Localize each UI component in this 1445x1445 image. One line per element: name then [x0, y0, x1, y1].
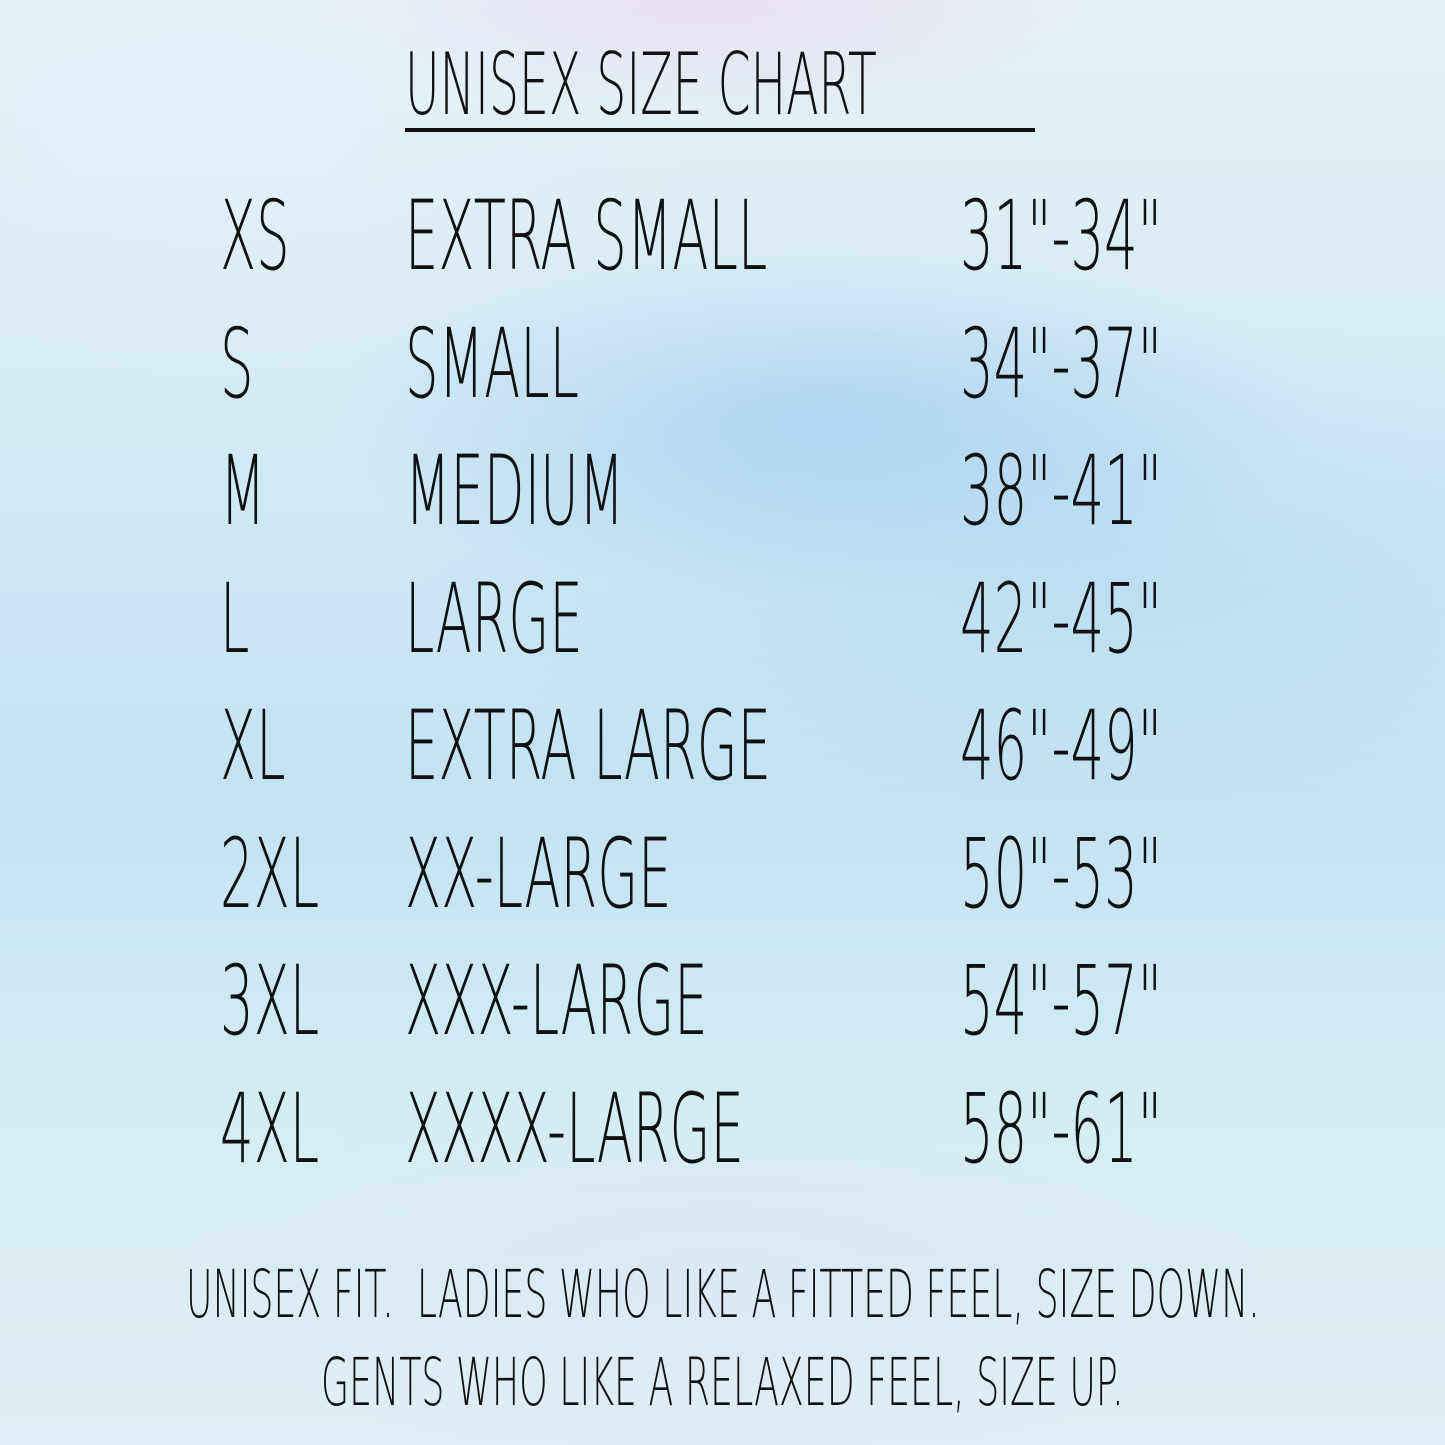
chest-range: 42"-45": [960, 562, 1162, 675]
chest-range: 58"-61": [960, 1072, 1162, 1185]
chest-range: 38"-41": [960, 435, 1162, 547]
size-name: XXX-LARGE: [405, 945, 708, 1057]
size-name: MEDIUM: [405, 435, 625, 547]
title-underline: [405, 128, 1035, 132]
chest-range: 54"-57": [960, 945, 1162, 1057]
chest-range: 31"-34": [960, 180, 1162, 292]
size-name: LARGE: [405, 562, 583, 675]
size-code: S: [220, 307, 254, 420]
size-name: EXTRA LARGE: [405, 690, 772, 802]
size-code: M: [220, 435, 266, 547]
size-name: SMALL: [405, 307, 580, 420]
chest-range: 46"-49": [960, 690, 1162, 802]
size-code: XL: [220, 690, 286, 802]
title: UNISEX SIZE CHART: [405, 35, 877, 135]
size-name: XXXX-LARGE: [405, 1072, 744, 1185]
size-code: 3XL: [220, 945, 320, 1057]
size-code: L: [220, 562, 250, 675]
size-name: EXTRA SMALL: [405, 180, 768, 292]
size-code: 4XL: [220, 1072, 320, 1185]
size-name: XX-LARGE: [405, 817, 672, 930]
size-code: XS: [220, 180, 290, 292]
footer-line: UNISEX FIT. LADIES WHO LIKE A FITTED FEE…: [185, 1256, 1260, 1333]
size-code: 2XL: [220, 817, 320, 930]
chest-range: 50"-53": [960, 817, 1162, 930]
footer-line: GENTS WHO LIKE A RELAXED FEEL, SIZE UP.: [321, 1344, 1124, 1421]
chest-range: 34"-37": [960, 307, 1162, 420]
